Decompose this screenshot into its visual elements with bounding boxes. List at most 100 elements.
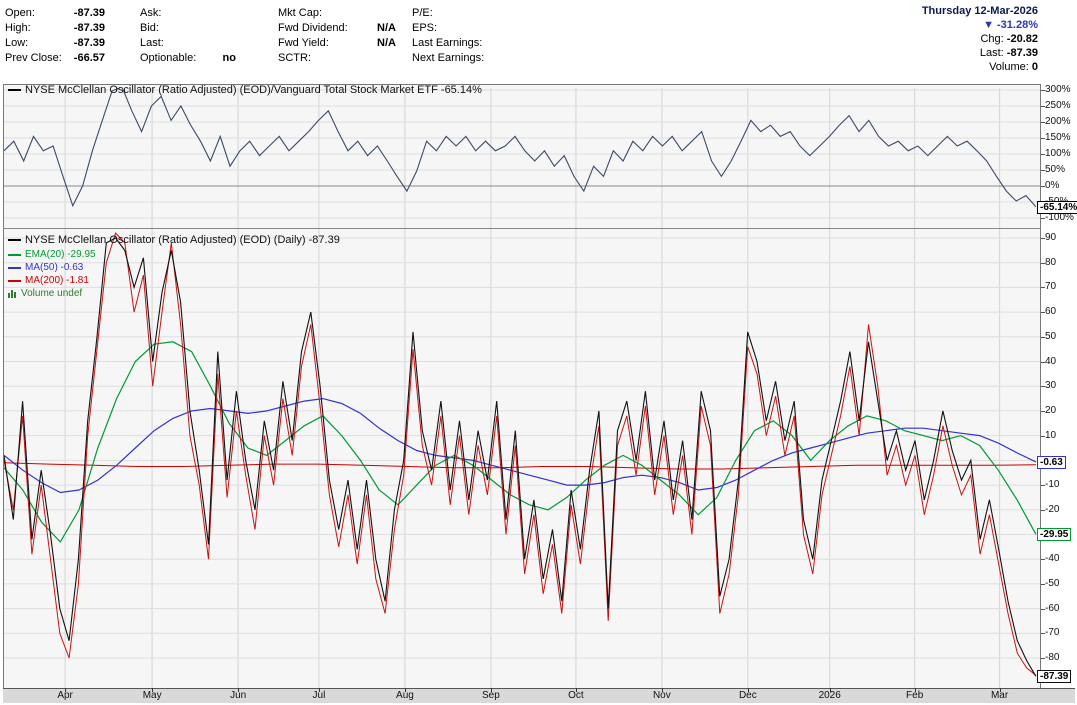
x-axis-tick (405, 688, 406, 692)
last-value: -87.39 (1007, 47, 1038, 59)
y-axis-label: 20 (1045, 405, 1056, 416)
quote-value: -87.39 (67, 22, 105, 34)
quote-label: High: (5, 22, 67, 34)
y-axis-tick (1041, 362, 1045, 363)
quote-field: High:-87.39 (5, 20, 105, 35)
current-value-badge: -0.63 (1037, 456, 1066, 469)
legend-swatch-icon (8, 254, 21, 256)
x-axis-tick (576, 688, 577, 692)
change-row: Chg: -20.82 (818, 32, 1038, 46)
volume-bar (8, 293, 10, 298)
quote-value: N/A (362, 22, 396, 34)
y-axis-tick (1041, 154, 1045, 155)
y-axis-tick (1041, 510, 1045, 511)
quote-header: Open:-87.39High:-87.39Low:-87.39Prev Clo… (0, 0, 1077, 84)
quote-label: Fwd Yield: (278, 37, 362, 49)
quote-label: Optionable: (140, 52, 204, 64)
quote-label: Last Earnings: (412, 37, 504, 49)
chg-value: -20.82 (1007, 33, 1038, 45)
quote-field: Low:-87.39 (5, 35, 105, 50)
y-axis-label: 70 (1045, 281, 1056, 292)
quote-label: Open: (5, 7, 67, 19)
y-axis-tick (1041, 170, 1045, 171)
y-axis-tick (1041, 559, 1045, 560)
y-axis-tick (1041, 411, 1045, 412)
y-axis-tick (1041, 658, 1045, 659)
quote-field: Open:-87.39 (5, 5, 105, 20)
x-axis-tick (238, 688, 239, 692)
volume-legend-label: Volume undef (21, 288, 82, 299)
quote-field: Mkt Cap: (278, 5, 396, 20)
top-panel-title: NYSE McClellan Oscillator (Ratio Adjuste… (8, 84, 482, 96)
quote-right-summary: Thursday 12-Mar-2026 ▼ -31.28% Chg: -20.… (818, 4, 1038, 74)
change-percent: ▼ -31.28% (818, 18, 1038, 32)
y-axis-tick (1041, 485, 1045, 486)
volume-bar (11, 290, 13, 298)
y-axis-tick (1041, 386, 1045, 387)
x-axis-tick (915, 688, 916, 692)
y-axis-label: 10 (1045, 430, 1056, 441)
panel-separator (3, 228, 1041, 229)
quote-label: Mkt Cap: (278, 7, 362, 19)
x-axis-tick (491, 688, 492, 692)
y-axis-tick (1041, 287, 1045, 288)
legend-item: EMA(20) -29.95 (8, 249, 96, 260)
legend-label: MA(200) -1.81 (25, 275, 89, 286)
y-axis-label: -40 (1045, 553, 1059, 564)
y-axis-tick (1041, 90, 1045, 91)
y-axis-label: -20 (1045, 504, 1059, 515)
volume-legend-item: Volume undef (8, 288, 82, 299)
y-axis-label: 100% (1045, 148, 1071, 159)
quote-field: Next Earnings: (412, 50, 528, 65)
quote-field: EPS: (412, 20, 528, 35)
quote-field: P/E: (412, 5, 528, 20)
quote-field: Fwd Dividend:N/A (278, 20, 396, 35)
quote-label: Fwd Dividend: (278, 22, 362, 34)
quote-label: Ask: (140, 7, 204, 19)
x-axis-tick (662, 688, 663, 692)
y-axis-label: -50 (1045, 578, 1059, 589)
ma200-line (4, 463, 1036, 469)
quote-column-earnings: P/E:EPS: Last Earnings:Next Earnings: (412, 5, 528, 65)
y-axis-tick (1041, 106, 1045, 107)
y-axis-tick (1041, 436, 1045, 437)
y-axis-label: -60 (1045, 603, 1059, 614)
y-axis-label: 200% (1045, 116, 1071, 127)
y-axis-label: 60 (1045, 306, 1056, 317)
quote-field: SCTR: (278, 50, 396, 65)
x-axis-tick (1000, 688, 1001, 692)
quote-label: SCTR: (278, 52, 362, 64)
y-axis-label: -10 (1045, 479, 1059, 490)
current-value-badge: -65.14% (1037, 201, 1077, 214)
main-panel-title-text: NYSE McClellan Oscillator (Ratio Adjuste… (25, 234, 340, 246)
y-axis-tick (1041, 312, 1045, 313)
quote-column-fundamentals: Mkt Cap:Fwd Dividend:N/A Fwd Yield:N/A SCT… (278, 5, 396, 65)
oscillator-panel-plot (4, 228, 1040, 688)
y-axis-label: -80 (1045, 652, 1059, 663)
quote-value: no (204, 52, 236, 64)
quote-field: Bid: (140, 20, 236, 35)
y-axis-tick (1041, 609, 1045, 610)
y-axis-label: 80 (1045, 257, 1056, 268)
quote-label: Bid: (140, 22, 204, 34)
y-axis-label: 30 (1045, 380, 1056, 391)
y-axis-tick (1041, 218, 1045, 219)
chg-label: Chg: (980, 33, 1003, 45)
top-panel-title-text: NYSE McClellan Oscillator (Ratio Adjuste… (25, 84, 482, 96)
last-row: Last: -87.39 (818, 46, 1038, 60)
change-percent-value: -31.28% (997, 19, 1038, 31)
legend-label: MA(50) -0.63 (25, 262, 83, 273)
quote-field: Ask: (140, 5, 236, 20)
line-swatch-icon (8, 239, 21, 241)
date-label: Thursday 12-Mar-2026 (818, 4, 1038, 18)
quote-value: -87.39 (67, 7, 105, 19)
current-value-badge: -29.95 (1037, 528, 1071, 541)
legend-swatch-icon (8, 280, 21, 282)
y-axis-label: 0% (1045, 180, 1059, 191)
y-axis-label: 50 (1045, 331, 1056, 342)
quote-column-price: Open:-87.39High:-87.39Low:-87.39Prev Clo… (5, 5, 105, 65)
y-axis-tick (1041, 584, 1045, 585)
volume-bars-icon (8, 289, 17, 298)
y-axis-label: 50% (1045, 164, 1065, 175)
y-axis-label: 90 (1045, 232, 1056, 243)
